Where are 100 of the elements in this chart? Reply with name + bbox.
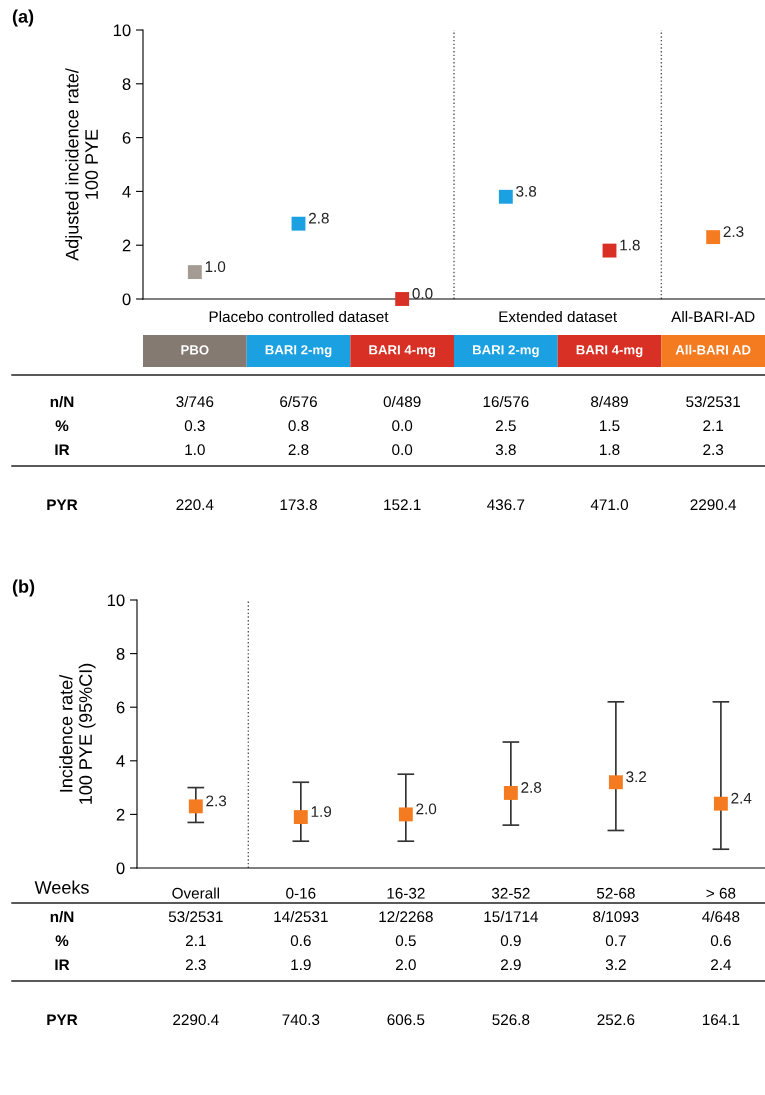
text: PYR	[47, 1014, 78, 1025]
point	[503, 786, 518, 800]
text: 2290.4	[690, 499, 737, 511]
text: n/N	[50, 910, 74, 923]
x-tick-label: BARI 2-mg	[265, 345, 332, 358]
y-tick-label: 10	[113, 24, 131, 37]
data-label: 1.0	[205, 261, 226, 273]
text: 0/489	[383, 395, 421, 408]
text: 3/746	[176, 395, 214, 408]
text: 53/2531	[686, 395, 741, 408]
text: 220.4	[176, 499, 214, 511]
y-axis-title: Adjusted incidence rate/ 100 PYE	[65, 68, 98, 261]
y-tick-label: 4	[116, 755, 125, 767]
text: 471.0	[590, 499, 629, 511]
point	[291, 216, 306, 231]
y-tick-label: 8	[122, 78, 131, 90]
text: 0.3	[184, 420, 205, 432]
text: %	[55, 935, 69, 947]
point	[398, 807, 413, 822]
text: 16/576	[483, 395, 529, 408]
point	[602, 243, 617, 258]
text: 0.6	[710, 935, 731, 947]
text: 15/1714	[484, 910, 539, 923]
text: 1.8	[600, 444, 620, 456]
text: 8/489	[591, 395, 628, 408]
x-tick-label: > 68	[706, 887, 736, 899]
text: 2.9	[501, 959, 521, 971]
data-label: 2.3	[206, 795, 227, 807]
text: 14/2531	[274, 910, 328, 923]
point	[498, 189, 513, 204]
data-label: 1.8	[620, 239, 640, 251]
x-tick-label: 16-32	[387, 887, 425, 899]
point	[608, 775, 623, 790]
text: 2.4	[711, 959, 732, 970]
text: IR	[55, 959, 70, 970]
text: 1.9	[291, 959, 311, 971]
chart-title: (a)	[12, 9, 34, 27]
text: 2.8	[288, 444, 309, 456]
point	[188, 799, 203, 814]
x-tick-label: 32-52	[491, 887, 530, 899]
y-tick-label: 0	[122, 293, 131, 306]
chart-title: (b)	[12, 579, 35, 597]
text: IR	[55, 444, 70, 455]
text: 1.0	[185, 444, 205, 456]
text: 6/576	[280, 395, 317, 408]
y-axis-title: Incidence rate/ 100 PYE (95%CI)	[59, 663, 96, 804]
x-axis-title: Weeks	[34, 880, 89, 894]
text: 740.3	[282, 1014, 320, 1026]
text: 526.8	[492, 1014, 530, 1026]
text: 2.1	[703, 420, 724, 431]
text: 2290.4	[173, 1014, 219, 1026]
text: Extended dataset	[499, 310, 618, 323]
text: 0.9	[500, 935, 521, 947]
data-label: 2.4	[731, 792, 752, 804]
text: %	[55, 420, 69, 432]
data-label: 3.2	[626, 771, 647, 783]
y-tick-label: 6	[116, 701, 125, 714]
y-tick-label: 2	[122, 239, 131, 252]
text: PYR	[47, 499, 78, 510]
point	[187, 265, 202, 280]
x-tick-label: 52-68	[596, 887, 635, 899]
text: 53/2531	[168, 910, 223, 923]
point	[395, 292, 410, 306]
text: 3.8	[495, 444, 516, 456]
data-label: 0.0	[412, 288, 433, 299]
x-tick-label: Overall	[172, 887, 219, 899]
text: 252.6	[597, 1014, 635, 1026]
x-tick-label: 0-16	[286, 887, 316, 899]
x-tick-label: BARI 4-mg	[369, 345, 435, 358]
point	[713, 796, 728, 811]
x-tick-label: All-BARI AD	[675, 344, 751, 355]
data-label: 3.8	[516, 185, 537, 197]
y-tick-label: 2	[116, 808, 125, 821]
text: 0.7	[605, 935, 626, 947]
text: 0.8	[288, 420, 309, 432]
text: All-BARI-AD	[671, 310, 755, 322]
point	[293, 810, 308, 825]
text: 2.5	[495, 420, 516, 432]
text: 2.3	[185, 959, 206, 971]
data-label: 1.9	[311, 806, 332, 818]
text: 2.1	[185, 935, 206, 946]
text: 2.0	[395, 959, 416, 971]
y-tick-label: 0	[116, 862, 125, 875]
y-tick-label: 4	[122, 185, 131, 198]
y-tick-label: 10	[107, 594, 125, 607]
text: 152.1	[384, 499, 421, 511]
text: n/N	[50, 395, 74, 408]
data-label: 2.3	[723, 226, 744, 238]
text: 0.0	[392, 444, 413, 456]
text: 173.8	[280, 499, 317, 511]
text: 3.2	[605, 959, 626, 971]
data-label: 2.8	[521, 782, 542, 793]
x-tick-label: PBO	[181, 345, 209, 355]
text: 436.7	[487, 499, 525, 511]
text: 0.0	[392, 420, 413, 432]
text: 8/1093	[593, 910, 639, 923]
x-tick-label: BARI 2-mg	[473, 345, 539, 358]
text: 4/648	[702, 910, 740, 923]
data-label: 2.0	[416, 803, 437, 815]
data-label: 2.8	[308, 212, 329, 224]
